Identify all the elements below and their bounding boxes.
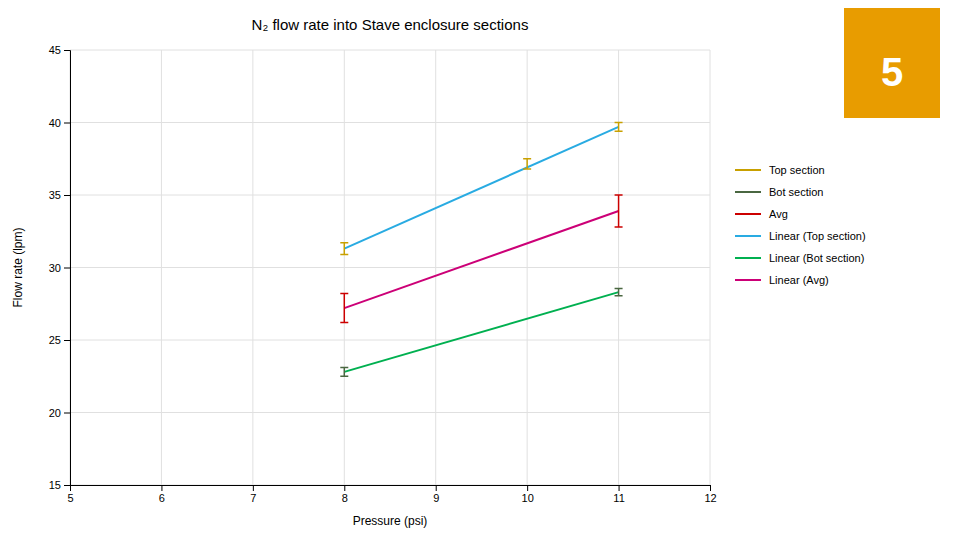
trend-line xyxy=(344,292,618,372)
tick-mark xyxy=(436,485,437,491)
tick-mark xyxy=(64,268,70,269)
tick-label: 7 xyxy=(250,492,256,504)
legend-swatch xyxy=(735,257,761,259)
legend-item: Linear (Top section) xyxy=(735,230,866,242)
legend-swatch xyxy=(735,169,761,171)
legend-swatch xyxy=(735,279,761,281)
axis-line xyxy=(71,486,711,492)
tick: 35 xyxy=(49,189,70,201)
legend-label: Top section xyxy=(769,164,825,176)
error-bar xyxy=(615,123,623,132)
error-bar xyxy=(615,195,623,227)
grid-line-y xyxy=(70,50,710,51)
grid-line-y xyxy=(70,195,710,196)
axis-line xyxy=(64,51,71,486)
tick-label: 20 xyxy=(49,407,61,419)
tick-label: 10 xyxy=(522,492,534,504)
legend-swatch xyxy=(735,213,761,215)
tick-label: 11 xyxy=(613,492,624,504)
legend-item: Bot section xyxy=(735,186,823,198)
grid-line-y xyxy=(70,267,710,268)
tick-mark xyxy=(619,485,620,491)
legend-label: Linear (Top section) xyxy=(769,230,866,242)
y-axis: 15 20 25 30 35 40 45 xyxy=(49,44,71,491)
tick: 11 xyxy=(613,485,624,504)
trend-line xyxy=(344,211,618,308)
title: N₂ flow rate into Stave enclosure sectio… xyxy=(252,16,529,33)
tick-label: 40 xyxy=(49,117,61,129)
tick: 15 xyxy=(49,479,70,491)
chart: 5 6 7 8 9 10 11 12 15 20 25 30 35 40 45 N₂ flow rate in… xyxy=(0,0,960,540)
tick: 40 xyxy=(49,117,70,129)
tick: 6 xyxy=(159,485,165,504)
tick: 12 xyxy=(704,485,716,504)
tick-mark xyxy=(161,485,162,491)
tick-mark xyxy=(64,123,70,124)
legend: Top section Bot section Avg Linear (Top sec… xyxy=(735,164,866,286)
legend-item: Avg xyxy=(735,208,788,220)
tick: 9 xyxy=(433,485,439,504)
annotation: 5 xyxy=(881,50,903,94)
error-bar xyxy=(340,294,348,323)
grid xyxy=(70,50,710,485)
grid-line-y xyxy=(70,122,710,123)
y-axis-title: Flow rate (lpm) xyxy=(11,227,25,307)
tick-label: 9 xyxy=(433,492,439,504)
tick-mark xyxy=(64,195,70,196)
error-bar xyxy=(523,159,531,169)
legend-swatch xyxy=(735,235,761,237)
grid-line-y xyxy=(70,340,710,341)
x-axis: 5 6 7 8 9 10 11 12 xyxy=(67,485,716,504)
legend-item: Linear (Avg) xyxy=(735,274,829,286)
error-bar xyxy=(340,243,348,255)
tick-mark xyxy=(710,485,711,491)
legend-swatch xyxy=(735,191,761,193)
tick-label: 15 xyxy=(49,479,61,491)
legend-label: Linear (Bot section) xyxy=(769,252,864,264)
annotation-box xyxy=(844,8,940,118)
tick-label: 5 xyxy=(67,492,73,504)
error-bar xyxy=(615,289,623,296)
tick: 25 xyxy=(49,334,70,346)
tick: 45 xyxy=(49,44,70,56)
tick: 5 xyxy=(67,485,73,504)
tick-mark xyxy=(527,485,528,491)
tick-label: 25 xyxy=(49,334,61,346)
legend-item: Top section xyxy=(735,164,825,176)
legend-label: Bot section xyxy=(769,186,823,198)
marks xyxy=(340,123,622,377)
error-bar xyxy=(340,368,348,377)
plot: 5 6 7 8 9 10 11 12 15 20 25 30 35 40 45 xyxy=(49,44,717,504)
tick-mark xyxy=(64,413,70,414)
legend-item: Linear (Bot section) xyxy=(735,252,864,264)
tick-mark xyxy=(64,50,70,51)
legend-label: Linear (Avg) xyxy=(769,274,829,286)
tick-label: 35 xyxy=(49,189,61,201)
tick-mark xyxy=(344,485,345,491)
tick-label: 8 xyxy=(342,492,348,504)
grid-line-y xyxy=(70,412,710,413)
trend-line xyxy=(344,127,618,249)
tick: 30 xyxy=(49,262,70,274)
tick-mark xyxy=(64,340,70,341)
tick-label: 6 xyxy=(159,492,165,504)
tick-label: 30 xyxy=(49,262,61,274)
legend-label: Avg xyxy=(769,208,788,220)
tick: 20 xyxy=(49,407,70,419)
tick-mark xyxy=(64,485,70,486)
tick: 7 xyxy=(250,485,256,504)
tick: 8 xyxy=(342,485,348,504)
x-axis-title: Pressure (psi) xyxy=(353,514,428,528)
tick-label: 12 xyxy=(704,492,716,504)
tick-label: 45 xyxy=(49,44,61,56)
tick-mark xyxy=(253,485,254,491)
tick: 10 xyxy=(522,485,534,504)
